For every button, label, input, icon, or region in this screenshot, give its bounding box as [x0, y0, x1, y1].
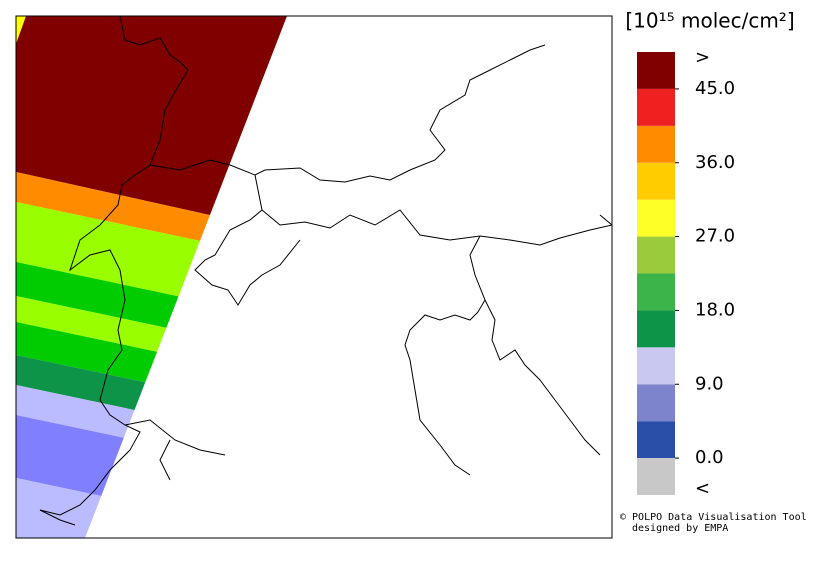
colorbar-tick-label: 9.0	[695, 373, 724, 394]
colorbar-tick-label: 27.0	[695, 226, 735, 247]
colorbar-band	[637, 125, 675, 163]
colorbar-band	[637, 199, 675, 237]
colorbar-band	[637, 384, 675, 422]
satellite-swath	[16, 16, 287, 538]
colorbar-band	[637, 347, 675, 385]
colorbar-under-label: <	[695, 478, 710, 499]
unit-label: [10¹⁵ molec/cm²]	[625, 9, 794, 33]
colorbar-over-label: >	[695, 47, 710, 68]
colorbar-band	[637, 310, 675, 348]
credit-line: designed by EMPA	[632, 523, 728, 534]
colorbar-band	[637, 236, 675, 274]
colorbar-tick-label: 0.0	[695, 447, 724, 468]
colorbar: 45.0 36.0 27.0 18.0 9.0 0.0 > <	[637, 47, 735, 499]
map-frame	[15, 15, 613, 539]
credit-line: © POLPO Data Visualisation Tool	[620, 512, 807, 523]
colorbar-tick-label: 45.0	[695, 78, 735, 99]
colorbar-band	[637, 458, 675, 495]
colorbar-band	[637, 52, 675, 89]
colorbar-band	[637, 421, 675, 459]
borders	[39, 16, 612, 526]
colorbar-band	[637, 88, 675, 126]
colorbar-tick-label: 36.0	[695, 152, 735, 173]
colorbar-band	[637, 162, 675, 200]
colorbar-band	[637, 273, 675, 311]
colorbar-tick-label: 18.0	[695, 299, 735, 320]
